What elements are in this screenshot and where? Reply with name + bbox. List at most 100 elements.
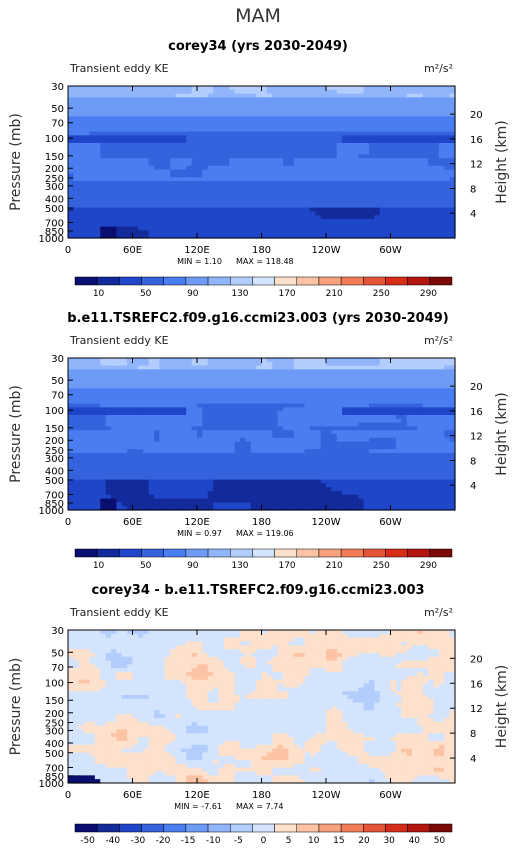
heatmap-cell	[358, 215, 364, 219]
heatmap-cell	[380, 105, 386, 109]
heatmap-cell	[353, 396, 359, 400]
heatmap-cell	[68, 464, 74, 468]
heatmap-cell	[95, 445, 101, 449]
heatmap-cell	[127, 162, 133, 166]
heatmap-cell	[374, 227, 380, 231]
heatmap-cell	[79, 200, 85, 204]
heatmap-cell	[79, 461, 85, 465]
heatmap-cell	[417, 392, 423, 396]
heatmap-cell	[331, 426, 337, 430]
heatmap-cell	[159, 434, 165, 438]
heatmap-cell	[439, 449, 445, 453]
heatmap-cell	[213, 204, 219, 208]
heatmap-cell	[245, 101, 251, 105]
heatmap-cell	[240, 419, 246, 423]
heatmap-cell	[434, 94, 440, 98]
heatmap-cell	[299, 147, 305, 151]
heatmap-cell	[337, 411, 343, 415]
heatmap-cell	[224, 377, 230, 381]
heatmap-cell	[417, 404, 423, 408]
heatmap-cell	[154, 86, 160, 90]
heatmap-cell	[181, 400, 187, 404]
heatmap-cell	[251, 426, 257, 430]
heatmap-cell	[159, 132, 165, 136]
heatmap-cell	[380, 230, 386, 234]
heatmap-cell	[143, 177, 149, 181]
heatmap-cell	[181, 101, 187, 105]
heatmap-cell	[149, 388, 155, 392]
heatmap-cell	[202, 434, 208, 438]
heatmap-cell	[283, 208, 289, 212]
heatmap-cell	[251, 434, 257, 438]
heatmap-cell	[100, 219, 106, 223]
heatmap-cell	[396, 227, 402, 231]
heatmap-cell	[428, 154, 434, 158]
heatmap-cell	[337, 377, 343, 381]
heatmap-cell	[396, 124, 402, 128]
heatmap-cell	[84, 381, 90, 385]
heatmap-cell	[342, 94, 348, 98]
heatmap-cell	[202, 151, 208, 155]
heatmap-cell	[240, 189, 246, 193]
heatmap-cell	[208, 442, 214, 446]
heatmap-cell	[84, 200, 90, 204]
heatmap-cell	[111, 453, 117, 457]
heatmap-cell	[396, 369, 402, 373]
heatmap-cell	[369, 219, 375, 223]
heatmap-cell	[262, 381, 268, 385]
heatmap-cell	[235, 457, 241, 461]
heatmap-cell	[213, 358, 219, 362]
heatmap-cell	[353, 457, 359, 461]
heatmap-cell	[321, 453, 327, 457]
heatmap-cell	[176, 223, 182, 227]
heatmap-cell	[401, 392, 407, 396]
heatmap-cell	[434, 135, 440, 139]
heatmap-cell	[369, 147, 375, 151]
heatmap-cell	[369, 373, 375, 377]
heatmap-cell	[84, 449, 90, 453]
heatmap-cell	[369, 419, 375, 423]
heatmap-cell	[127, 438, 133, 442]
heatmap-cell	[138, 215, 144, 219]
heatmap-cell	[159, 196, 165, 200]
heatmap-cell	[321, 400, 327, 404]
heatmap-cell	[299, 97, 305, 101]
heatmap-cell	[283, 453, 289, 457]
heatmap-cell	[111, 162, 117, 166]
heatmap-cell	[369, 215, 375, 219]
x-tick-label: 120W	[312, 245, 341, 256]
heatmap-cell	[79, 143, 85, 147]
heatmap-cell	[100, 166, 106, 170]
y-axis-title: Pressure (mb)	[8, 113, 24, 211]
heatmap-cell	[165, 411, 171, 415]
heatmap-cell	[391, 430, 397, 434]
heatmap-cell	[283, 415, 289, 419]
heatmap-cell	[353, 90, 359, 94]
heatmap-cell	[73, 442, 79, 446]
heatmap-cell	[262, 162, 268, 166]
heatmap-cell	[256, 204, 262, 208]
heatmap-cell	[106, 124, 112, 128]
heatmap-cell	[202, 120, 208, 124]
heatmap-cell	[267, 200, 273, 204]
heatmap-cell	[245, 185, 251, 189]
heatmap-cell	[181, 407, 187, 411]
heatmap-cell	[251, 151, 257, 155]
heatmap-cell	[412, 158, 418, 162]
heatmap-cell	[73, 128, 79, 132]
heatmap-cell	[235, 139, 241, 143]
heatmap-cell	[251, 219, 257, 223]
heatmap-cell	[165, 151, 171, 155]
heatmap-cell	[154, 185, 160, 189]
heatmap-cell	[79, 453, 85, 457]
heatmap-cell	[170, 181, 176, 185]
heatmap-cell	[299, 445, 305, 449]
heatmap-cell	[407, 90, 413, 94]
heatmap-cell	[202, 358, 208, 362]
heatmap-cell	[358, 139, 364, 143]
heatmap-cell	[294, 90, 300, 94]
heatmap-cell	[122, 381, 128, 385]
heatmap-cell	[181, 90, 187, 94]
heatmap-cell	[133, 461, 139, 465]
heatmap-cell	[262, 223, 268, 227]
